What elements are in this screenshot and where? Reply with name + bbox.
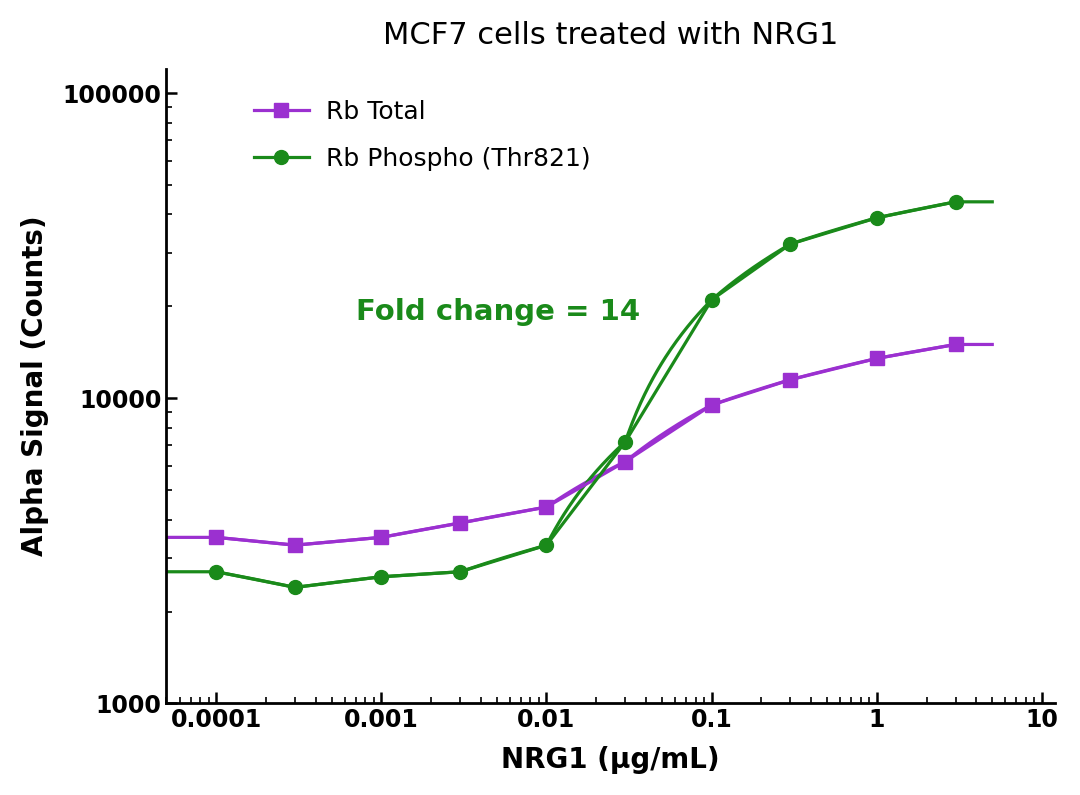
Rb Phospho (Thr821): [949, 197, 962, 207]
Rb Phospho (Thr821): [870, 213, 883, 223]
Rb Phospho (Thr821): [375, 572, 388, 581]
Rb Phospho (Thr821): [784, 239, 797, 249]
Rb Phospho (Thr821): [288, 583, 301, 592]
Rb Total: [454, 518, 467, 528]
Rb Phospho (Thr821): [540, 541, 553, 550]
Rb Phospho (Thr821): [705, 295, 718, 304]
Rb Total: [375, 533, 388, 542]
Line: Rb Total: Rb Total: [210, 338, 962, 552]
Y-axis label: Alpha Signal (Counts): Alpha Signal (Counts): [21, 215, 49, 556]
Rb Total: [288, 541, 301, 550]
Rb Total: [870, 354, 883, 363]
Line: Rb Phospho (Thr821): Rb Phospho (Thr821): [210, 195, 962, 595]
Rb Phospho (Thr821): [619, 437, 632, 447]
Text: Fold change = 14: Fold change = 14: [355, 298, 639, 326]
Rb Phospho (Thr821): [454, 567, 467, 576]
Rb Total: [784, 375, 797, 385]
Rb Total: [949, 339, 962, 349]
Rb Total: [210, 533, 222, 542]
Rb Total: [705, 400, 718, 409]
Rb Total: [619, 457, 632, 467]
Title: MCF7 cells treated with NRG1: MCF7 cells treated with NRG1: [383, 21, 838, 50]
X-axis label: NRG1 (μg/mL): NRG1 (μg/mL): [501, 747, 720, 774]
Rb Total: [540, 502, 553, 512]
Rb Phospho (Thr821): [210, 567, 222, 576]
Legend: Rb Total, Rb Phospho (Thr821): Rb Total, Rb Phospho (Thr821): [241, 87, 604, 183]
